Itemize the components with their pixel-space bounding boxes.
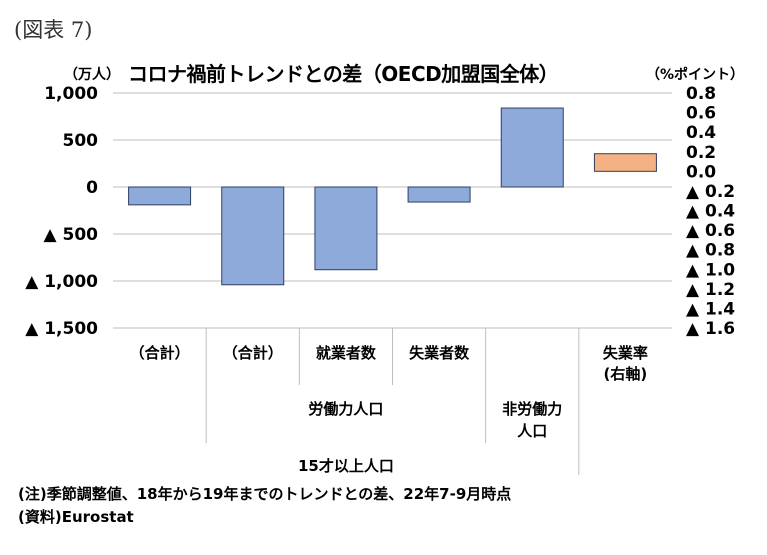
y-tick-label-right: 0.8: [686, 84, 716, 104]
y-axis-unit-right: （%ポイント）: [646, 67, 745, 83]
y-tick-label-left: ▲ 1,500: [25, 319, 98, 339]
y-tick-label-right: ▲ 1.0: [686, 260, 735, 280]
category-group-label: 非労働力: [502, 400, 562, 418]
y-tick-label-left: ▲ 500: [44, 225, 99, 245]
y-axis-unit-left: （万人）: [64, 67, 120, 83]
y-tick-label-right: ▲ 1.6: [686, 319, 735, 339]
y-tick-label-right: ▲ 1.4: [686, 299, 735, 319]
category-label: 失業者数: [409, 344, 470, 362]
y-tick-label-right: ▲ 0.4: [686, 202, 735, 222]
y-tick-label-right: 0.2: [686, 143, 716, 163]
y-tick-label-left: 0: [86, 178, 98, 198]
bar: [128, 186, 192, 206]
y-tick-label-right: 0.6: [686, 104, 716, 124]
bar: [500, 107, 564, 188]
chart-note: (注)季節調整値、18年から19年までのトレンドとの差、22年7-9月時点: [18, 485, 512, 503]
bar: [593, 153, 657, 172]
bar: [314, 186, 378, 271]
bar: [407, 186, 471, 203]
y-tick-label-right: ▲ 0.6: [686, 221, 735, 241]
y-tick-label-right: ▲ 0.8: [686, 241, 735, 261]
y-tick-label-right: ▲ 0.2: [686, 182, 735, 202]
chart-title: コロナ禍前トレンドとの差（OECD加盟国全体）: [128, 62, 559, 86]
category-group-label: 労働力人口: [308, 400, 383, 418]
y-tick-label-left: 500: [63, 131, 99, 151]
y-tick-label-right: 0.0: [686, 162, 716, 182]
chart-source: (資料)Eurostat: [18, 508, 134, 526]
figure-label: (図表 7): [14, 18, 93, 42]
bar-chart: 1,000 500 0 ▲ 500 ▲ 1,000 ▲ 1,500 0.80.60.40.2…: [25, 84, 735, 475]
category-label: （合計）: [223, 344, 283, 362]
y-tick-label-right: ▲ 1.2: [686, 280, 735, 300]
category-group-label: 15才以上人口: [298, 457, 394, 475]
y-tick-label-left: 1,000: [44, 84, 98, 104]
y-tick-label-left: ▲ 1,000: [25, 272, 98, 292]
category-label: 失業率: [603, 344, 648, 362]
y-tick-label-right: 0.4: [686, 123, 716, 143]
category-label: (右軸): [604, 365, 648, 383]
category-label: （合計）: [130, 344, 190, 362]
category-label: 就業者数: [316, 344, 377, 362]
bar: [221, 186, 285, 286]
category-group-label: 人口: [517, 422, 547, 440]
